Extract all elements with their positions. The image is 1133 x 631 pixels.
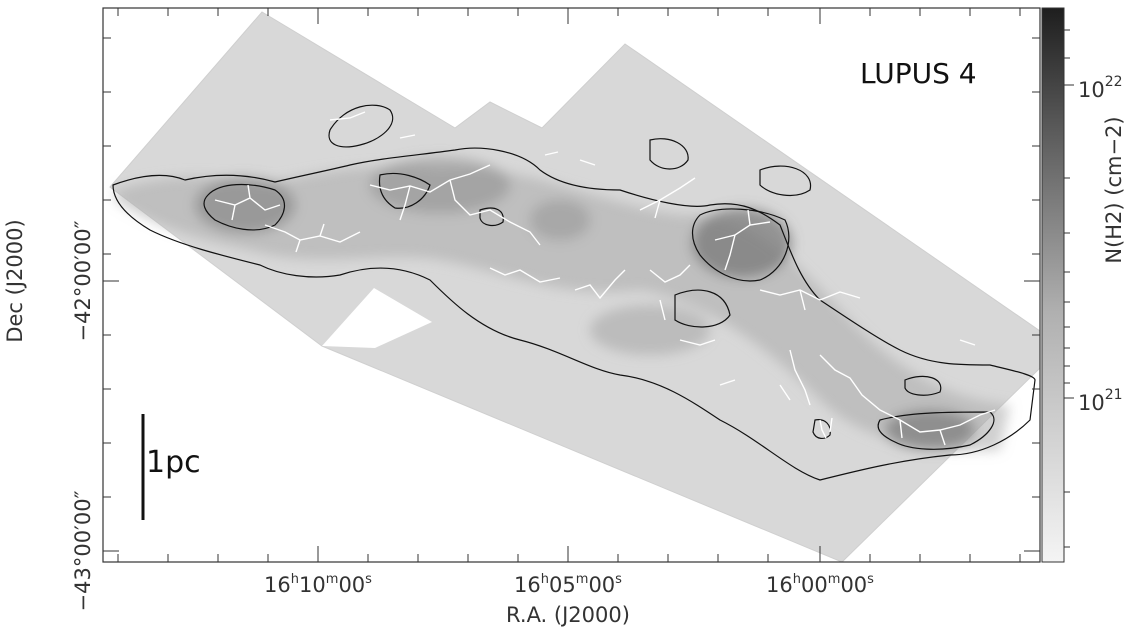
x-tick-label: 16h00m00s [766, 572, 874, 597]
map-frame [102, 7, 1041, 563]
y-tick-label: −43°00′00″ [71, 490, 95, 611]
x-tick-label: 16h10m00s [264, 572, 372, 597]
colorbar [1041, 7, 1065, 563]
colorbar-ticks [1064, 29, 1074, 548]
x-axis-ticks [117, 8, 1021, 562]
y-tick-label: −42°00′00″ [71, 220, 95, 341]
column-density-structure [115, 157, 1010, 451]
map-title: LUPUS 4 [860, 57, 977, 90]
coverage-notch [322, 288, 432, 348]
colorbar-label: N(H2) (cm−2) [1102, 116, 1126, 263]
x-axis-label: R.A. (J2000) [506, 603, 630, 627]
y-axis-label: Dec (J2000) [3, 219, 27, 342]
filament-skeleton [214, 111, 996, 446]
inner-contour [203, 172, 995, 450]
y-axis-ticks [103, 37, 1040, 552]
outer-contour [112, 104, 1036, 481]
colorbar-tick-label: 1022 [1078, 74, 1123, 102]
colorbar-tick-label: 1021 [1078, 387, 1123, 415]
scale-bar-label: 1pc [146, 445, 201, 480]
x-tick-label: 16h05m00s [514, 572, 622, 597]
